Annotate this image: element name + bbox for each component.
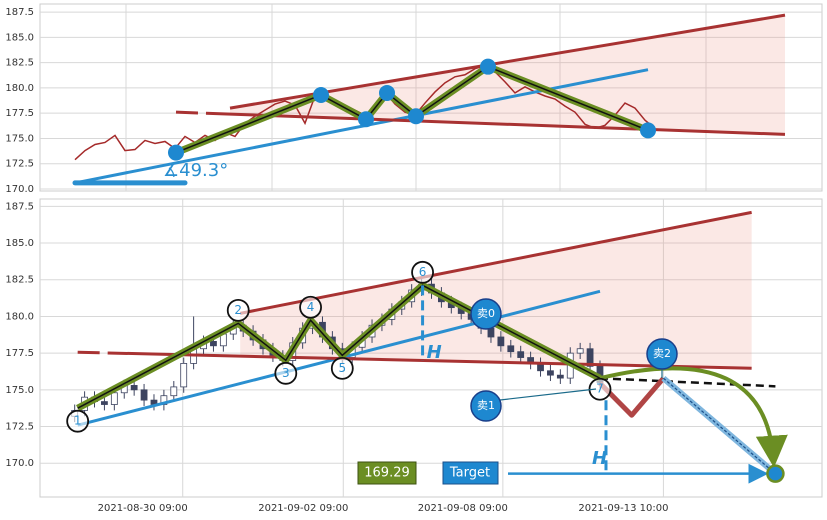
pivot-marker <box>299 295 322 319</box>
pivot-label: 5 <box>338 361 346 375</box>
target-value-box <box>357 461 417 485</box>
pivot-marker <box>66 409 90 433</box>
y-tick-label: 172.5 <box>5 422 34 433</box>
x-tick-label: 2021-09-08 09:00 <box>418 503 508 514</box>
bottom-panel <box>39 198 823 498</box>
x-tick-label: 2021-09-02 09:00 <box>258 503 348 514</box>
signal-label: 卖1 <box>477 399 495 412</box>
pivot-label: 1 <box>74 414 82 428</box>
y-tick-label: 180.0 <box>5 311 34 322</box>
y-tick-label: 187.5 <box>5 7 34 18</box>
pivot-dot <box>358 111 374 128</box>
signal-marker <box>646 338 678 370</box>
target-point <box>766 464 785 483</box>
candle-body <box>487 327 495 338</box>
pivot-label: 7 <box>596 382 604 396</box>
angle-label: ∡49.3° <box>163 160 228 181</box>
extension-line <box>599 376 776 388</box>
pivot-dot <box>480 58 496 75</box>
y-tick-label: 182.5 <box>5 275 34 286</box>
y-tick-label: 180.0 <box>5 83 34 94</box>
pivot-dot <box>408 108 424 125</box>
y-tick-label: 170.0 <box>5 184 34 195</box>
y-tick-label: 175.0 <box>5 133 34 144</box>
candle-body <box>576 348 584 354</box>
candle-body <box>180 363 188 388</box>
candle-body <box>556 374 564 379</box>
pivot-marker <box>274 361 298 385</box>
candle-body <box>130 385 138 391</box>
signal-marker <box>470 390 502 422</box>
signal-label: 卖0 <box>477 307 495 320</box>
forecast-path <box>598 376 666 418</box>
pivot-dot <box>168 144 184 161</box>
y-tick-label: 172.5 <box>5 159 34 170</box>
candle-body <box>210 340 217 347</box>
candle-body <box>140 389 148 401</box>
x-tick-label: 2021-09-13 10:00 <box>578 503 668 514</box>
candle-body <box>497 336 505 347</box>
pivot-marker <box>330 356 354 380</box>
lower-line <box>77 350 752 370</box>
target-value-label: 169.29 <box>364 466 410 481</box>
pivot-dot <box>640 122 656 139</box>
candle-body <box>170 386 178 397</box>
pivot-marker <box>226 298 250 322</box>
y-tick-label: 185.0 <box>5 238 34 249</box>
candle-body <box>101 401 108 405</box>
pivot-marker <box>411 260 434 284</box>
candle-body <box>547 370 554 376</box>
signal-connector <box>499 388 597 401</box>
y-tick-label: 177.5 <box>5 348 34 359</box>
y-tick-label: 170.0 <box>5 458 34 469</box>
pivot-dot <box>313 86 329 103</box>
pivot-label: 6 <box>419 265 427 279</box>
candle-body <box>507 345 515 353</box>
pivot-label: 2 <box>234 303 242 317</box>
trend-line <box>74 68 649 185</box>
y-tick-label: 177.5 <box>5 108 34 119</box>
signal-marker <box>470 298 502 330</box>
y-tick-label: 175.0 <box>5 385 34 396</box>
y-tick-label: 182.5 <box>5 58 34 69</box>
candle-body <box>517 351 525 358</box>
x-tick-label: 2021-08-30 09:00 <box>98 503 188 514</box>
pivot-dot <box>379 84 395 101</box>
target-label: Target <box>449 466 490 481</box>
projection-curve <box>599 366 788 468</box>
y-tick-label: 185.0 <box>5 32 34 43</box>
height-label: H <box>427 342 442 363</box>
signal-label: 卖2 <box>653 347 671 360</box>
upper-line <box>239 210 752 315</box>
pivot-label: 4 <box>307 300 315 314</box>
target-box <box>442 461 499 485</box>
y-tick-label: 187.5 <box>5 201 34 212</box>
height-label: H <box>592 448 607 469</box>
candle-body <box>586 348 594 367</box>
candle-body <box>110 392 118 405</box>
pivot-label: 3 <box>282 366 290 380</box>
